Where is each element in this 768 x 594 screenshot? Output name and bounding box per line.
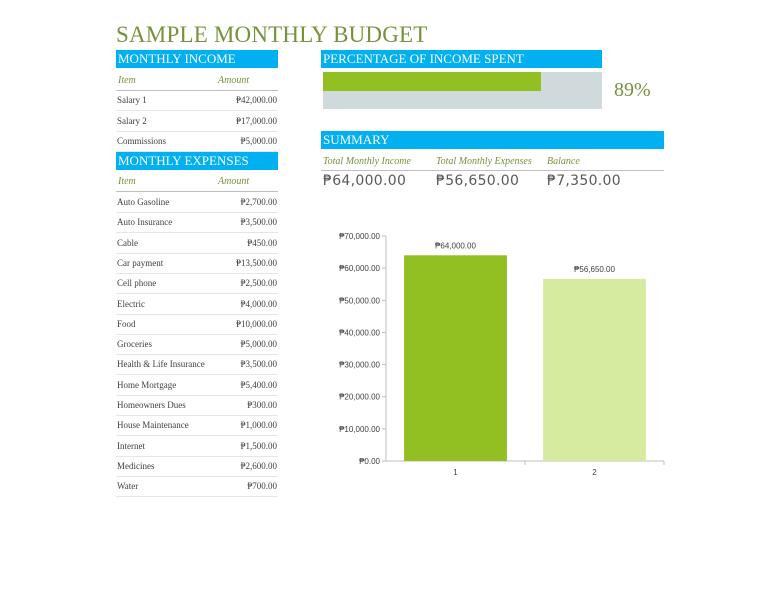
page-title: SAMPLE MONTHLY BUDGET — [116, 22, 428, 47]
expenses-row-item: Homeowners Dues — [117, 400, 186, 410]
expenses-row-item: Auto Insurance — [117, 217, 173, 228]
row-separator — [116, 272, 278, 274]
summary-label-balance: Balance — [547, 156, 580, 167]
summary-label-income: Total Monthly Income — [323, 156, 411, 167]
expenses-row-item: Food — [117, 318, 136, 329]
expenses-row-amount: ₱4,000.00 — [240, 298, 277, 309]
expenses-row-amount: ₱2,600.00 — [240, 460, 277, 471]
chart-y-tick-label: ₱70,000.00 — [339, 232, 380, 241]
row-separator — [116, 232, 278, 234]
chart-y-tick-label: ₱40,000.00 — [339, 328, 380, 337]
expenses-row-item: Groceries — [117, 339, 152, 350]
expenses-row-item: Auto Gasoline — [117, 197, 170, 207]
summary-header: SUMMARY — [321, 131, 664, 149]
chart-bar-2 — [543, 278, 646, 461]
percentage-value: 89% — [614, 79, 651, 101]
income-row-item: Salary 1 — [117, 95, 147, 105]
row-separator — [116, 475, 278, 477]
chart-y-tick-label: ₱20,000.00 — [339, 393, 380, 402]
expenses-row-amount: ₱13,500.00 — [235, 257, 277, 268]
expenses-row-amount: ₱5,000.00 — [240, 339, 277, 350]
row-separator — [116, 212, 278, 213]
row-separator — [116, 252, 278, 254]
expenses-col-item: Item — [118, 176, 136, 187]
chart-data-label: ₱56,650.00 — [574, 265, 615, 274]
expenses-row-amount: ₱1,500.00 — [240, 440, 277, 451]
summary-value-balance: ₱7,350.00 — [547, 173, 621, 189]
expenses-row-item: Medicines — [117, 460, 155, 471]
income-row-amount: ₱5,000.00 — [240, 136, 277, 146]
expenses-row-item: Cable — [117, 237, 138, 248]
percentage-header: PERCENTAGE OF INCOME SPENT — [321, 50, 602, 68]
row-separator — [116, 354, 278, 356]
chart-y-tick-label: ₱10,000.00 — [339, 425, 380, 434]
income-header-rule — [116, 90, 278, 91]
income-row-amount: ₱17,000.00 — [235, 115, 277, 126]
row-separator — [116, 313, 278, 315]
monthly-income-header: MONTHLY INCOME — [116, 50, 278, 68]
expenses-row-amount: ₱1,000.00 — [240, 420, 277, 431]
chart-x-tick-label: 2 — [592, 468, 597, 477]
chart-y-tick-label: ₱50,000.00 — [339, 296, 380, 305]
income-row-amount: ₱42,000.00 — [235, 95, 277, 105]
expenses-row-item: Home Mortgage — [117, 379, 177, 390]
expenses-col-amount: Amount — [218, 176, 250, 187]
row-separator — [116, 435, 278, 437]
chart-x-tick-label: 1 — [453, 468, 458, 477]
chart-y-tick-label: ₱0.00 — [359, 457, 380, 466]
expenses-row-amount: ₱5,400.00 — [240, 379, 277, 390]
row-separator — [116, 394, 278, 396]
expenses-row-item: Car payment — [117, 257, 164, 268]
expenses-row-amount: ₱2,700.00 — [240, 197, 277, 207]
expenses-header-rule — [116, 191, 278, 192]
expenses-row-amount: ₱700.00 — [247, 481, 277, 492]
income-expenses-chart: ₱0.00 ₱10,000.00 ₱20,000.00 ₱30,000.00 ₱40,0… — [339, 232, 665, 477]
expenses-row-amount: ₱10,000.00 — [235, 318, 277, 329]
row-separator — [116, 110, 278, 111]
expenses-row-item: Internet — [117, 440, 145, 451]
expenses-row-item: Water — [117, 481, 139, 492]
expenses-row-amount: ₱3,500.00 — [240, 359, 277, 370]
expenses-row-item: House Maintenance — [117, 420, 189, 431]
income-col-amount: Amount — [218, 75, 250, 86]
row-separator — [116, 293, 278, 295]
summary-rule — [321, 170, 664, 171]
chart-bar-1 — [404, 255, 507, 461]
monthly-expenses-header: MONTHLY EXPENSES — [116, 152, 278, 170]
expenses-row-amount: ₱3,500.00 — [240, 217, 277, 228]
chart-y-tick-label: ₱30,000.00 — [339, 361, 380, 370]
row-separator — [116, 455, 278, 457]
summary-value-expenses: ₱56,650.00 — [436, 173, 520, 189]
expenses-row-amount: ₱300.00 — [247, 400, 277, 410]
expenses-row-item: Electric — [117, 298, 145, 309]
summary-label-expenses: Total Monthly Expenses — [436, 156, 532, 167]
percentage-bar-fill — [323, 72, 542, 91]
row-separator — [116, 374, 278, 376]
row-separator — [116, 496, 278, 498]
income-row-item: Salary 2 — [117, 115, 147, 126]
income-row-item: Commissions — [117, 136, 167, 146]
expenses-row-amount: ₱2,500.00 — [240, 278, 277, 289]
expenses-row-item: Health & Life Insurance — [117, 359, 205, 370]
chart-data-label: ₱64,000.00 — [435, 241, 476, 250]
income-col-item: Item — [118, 75, 136, 86]
summary-value-income: ₱64,000.00 — [323, 173, 407, 189]
row-separator — [116, 333, 278, 335]
row-separator — [116, 130, 278, 132]
expenses-row-item: Cell phone — [117, 278, 157, 289]
chart-y-tick-label: ₱60,000.00 — [339, 264, 380, 273]
row-separator — [116, 151, 278, 152]
expenses-row-amount: ₱450.00 — [247, 237, 277, 248]
row-separator — [116, 415, 278, 416]
percentage-bar-track — [323, 72, 602, 109]
